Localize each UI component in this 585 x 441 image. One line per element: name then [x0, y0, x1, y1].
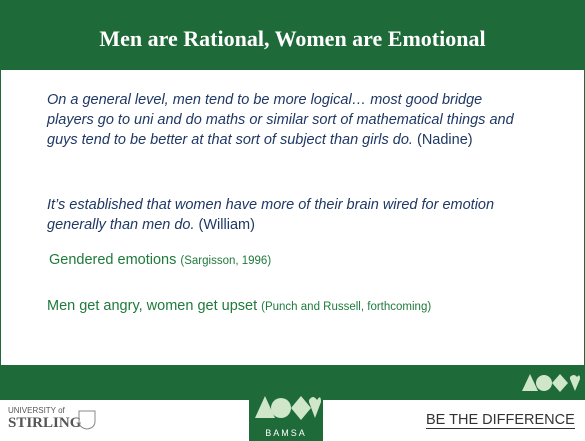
university: STIRLING	[8, 415, 82, 431]
quote-speaker: (Nadine)	[416, 132, 473, 148]
quote: It’s established that women have more of…	[47, 195, 517, 235]
quote-text: On a general level, men tend to be more …	[47, 92, 514, 148]
logo-text: BAMSA	[265, 428, 307, 438]
point-text: Gendered emotions	[49, 252, 177, 268]
point-text: Men get angry, women get upset	[47, 298, 258, 314]
quote-speaker: (William)	[198, 217, 255, 233]
bamsa-logo: BAMSA	[249, 380, 323, 441]
point: Gendered emotions (Sargisson, 1996)	[49, 252, 271, 268]
suits-icon	[522, 374, 580, 392]
quote: On a general level, men tend to be more …	[47, 90, 517, 150]
quote-text: It’s established that women have more of…	[47, 197, 495, 233]
tagline: BE THE DIFFERENCE	[426, 412, 575, 429]
crest	[78, 410, 96, 430]
suits-icon	[255, 396, 321, 420]
point-citation: (Punch and Russell, forthcoming)	[261, 301, 432, 313]
title: Men are Rational, Women are Emotional	[99, 26, 486, 51]
point: Men get angry, women get upset (Punch an…	[47, 298, 431, 314]
header: Men are Rational, Women are Emotional	[0, 0, 585, 70]
point-citation: (Sargisson, 1996)	[180, 255, 272, 267]
university-prefix: UNIVERSITY of	[8, 406, 65, 415]
content: On a general level, men tend to be more …	[0, 70, 585, 365]
